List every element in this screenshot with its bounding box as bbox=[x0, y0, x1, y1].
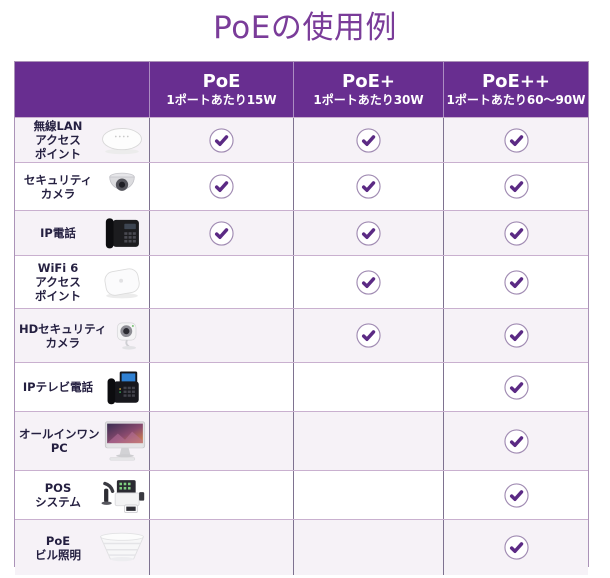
device-label: IPテレビ電話 bbox=[22, 380, 94, 394]
check-icon bbox=[503, 174, 529, 199]
all-in-one-pc-image bbox=[100, 419, 150, 464]
table-row: IP電話 bbox=[15, 210, 588, 255]
check-icon bbox=[503, 535, 529, 560]
device-cell: オールインワン PC bbox=[15, 412, 149, 470]
device-cell: POS システム bbox=[15, 471, 149, 519]
device-label: WiFi 6 アクセス ポイント bbox=[35, 261, 81, 303]
poe-cell bbox=[149, 412, 293, 470]
device-cell: 無線LAN アクセス ポイント bbox=[15, 118, 149, 162]
poe-plus-plus-cell bbox=[443, 363, 588, 411]
poe-cell bbox=[149, 309, 293, 362]
table-row: IPテレビ電話 bbox=[15, 362, 588, 411]
security-camera-image bbox=[97, 170, 147, 204]
column-subtitle: 1ポートあたり15W bbox=[166, 93, 277, 107]
poe-building-lighting-image bbox=[97, 529, 147, 566]
poe-cell bbox=[149, 118, 293, 162]
poe-plus-plus-cell bbox=[443, 471, 588, 519]
poe-plus-plus-cell bbox=[443, 520, 588, 575]
column-title: PoE++ bbox=[481, 71, 551, 92]
column-title: PoE bbox=[202, 71, 241, 92]
poe-plus-plus-cell bbox=[443, 412, 588, 470]
poe-comparison-table: PoE 1ポートあたり15W PoE+ 1ポートあたり30W PoE++ 1ポー… bbox=[14, 61, 589, 575]
device-label: セキュリティ カメラ bbox=[23, 172, 93, 201]
check-icon bbox=[356, 323, 381, 348]
poe-plus-cell bbox=[293, 163, 443, 210]
table-row: オールインワン PC bbox=[15, 411, 588, 470]
device-cell: IPテレビ電話 bbox=[15, 363, 149, 411]
wifi6-access-point-image bbox=[97, 264, 147, 301]
table-row: WiFi 6 アクセス ポイント bbox=[15, 255, 588, 308]
check-icon bbox=[503, 428, 529, 454]
poe-cell bbox=[149, 363, 293, 411]
poe-plus-cell bbox=[293, 520, 443, 575]
check-icon bbox=[503, 127, 529, 153]
poe-plus-plus-cell bbox=[443, 118, 588, 162]
device-label: HDセキュリティ カメラ bbox=[19, 321, 107, 350]
table-row: PoE ビル照明 bbox=[15, 519, 588, 575]
device-label: IP電話 bbox=[40, 226, 76, 240]
device-cell: WiFi 6 アクセス ポイント bbox=[15, 256, 149, 308]
column-title: PoE+ bbox=[342, 71, 395, 92]
check-icon bbox=[503, 220, 529, 246]
poe-plus-cell bbox=[293, 118, 443, 162]
device-label: オールインワン PC bbox=[19, 427, 100, 455]
poe-plus-cell bbox=[293, 256, 443, 308]
check-icon bbox=[503, 269, 529, 295]
table-row: セキュリティ カメラ bbox=[15, 162, 588, 210]
check-icon bbox=[209, 127, 234, 153]
device-label: PoE ビル照明 bbox=[35, 533, 81, 562]
poe-plus-cell bbox=[293, 363, 443, 411]
poe-plus-cell bbox=[293, 309, 443, 362]
device-cell: IP電話 bbox=[15, 211, 149, 255]
header-poe: PoE 1ポートあたり15W bbox=[149, 62, 293, 117]
device-label: POS システム bbox=[35, 481, 81, 509]
poe-cell bbox=[149, 163, 293, 210]
pos-system-image bbox=[97, 475, 147, 516]
header-poe-plus-plus: PoE++ 1ポートあたり60〜90W bbox=[443, 62, 588, 117]
poe-plus-cell bbox=[293, 412, 443, 470]
device-label: 無線LAN アクセス ポイント bbox=[33, 119, 83, 161]
header-poe-plus: PoE+ 1ポートあたり30W bbox=[293, 62, 443, 117]
table-header-row: PoE 1ポートあたり15W PoE+ 1ポートあたり30W PoE++ 1ポー… bbox=[15, 62, 588, 117]
poe-plus-plus-cell bbox=[443, 211, 588, 255]
check-icon bbox=[356, 174, 381, 199]
column-subtitle: 1ポートあたり30W bbox=[313, 93, 424, 107]
check-icon bbox=[356, 220, 381, 246]
poe-cell bbox=[149, 520, 293, 575]
poe-plus-plus-cell bbox=[443, 256, 588, 308]
page-title: PoEの使用例 bbox=[213, 10, 397, 46]
device-cell: PoE ビル照明 bbox=[15, 520, 149, 575]
table-row: HDセキュリティ カメラ bbox=[15, 308, 588, 362]
check-icon bbox=[209, 220, 234, 246]
device-cell: HDセキュリティ カメラ bbox=[15, 309, 149, 362]
poe-cell bbox=[149, 211, 293, 255]
table-row: POS システム bbox=[15, 470, 588, 519]
table-row: 無線LAN アクセス ポイント bbox=[15, 117, 588, 162]
check-icon bbox=[503, 482, 529, 508]
wireless-lan-access-point-image bbox=[97, 122, 147, 158]
check-icon bbox=[356, 127, 381, 153]
poe-plus-plus-cell bbox=[443, 309, 588, 362]
poe-plus-cell bbox=[293, 471, 443, 519]
poe-cell bbox=[149, 256, 293, 308]
header-blank-cell bbox=[15, 62, 149, 117]
check-icon bbox=[209, 174, 234, 199]
ip-phone-image bbox=[97, 216, 147, 250]
hd-security-camera-image bbox=[106, 320, 147, 352]
poe-plus-cell bbox=[293, 211, 443, 255]
check-icon bbox=[503, 374, 529, 400]
check-icon bbox=[503, 323, 529, 348]
poe-plus-plus-cell bbox=[443, 163, 588, 210]
ip-video-phone-image bbox=[97, 370, 147, 405]
poe-cell bbox=[149, 471, 293, 519]
device-cell: セキュリティ カメラ bbox=[15, 163, 149, 210]
column-subtitle: 1ポートあたり60〜90W bbox=[446, 93, 586, 107]
check-icon bbox=[356, 269, 381, 295]
